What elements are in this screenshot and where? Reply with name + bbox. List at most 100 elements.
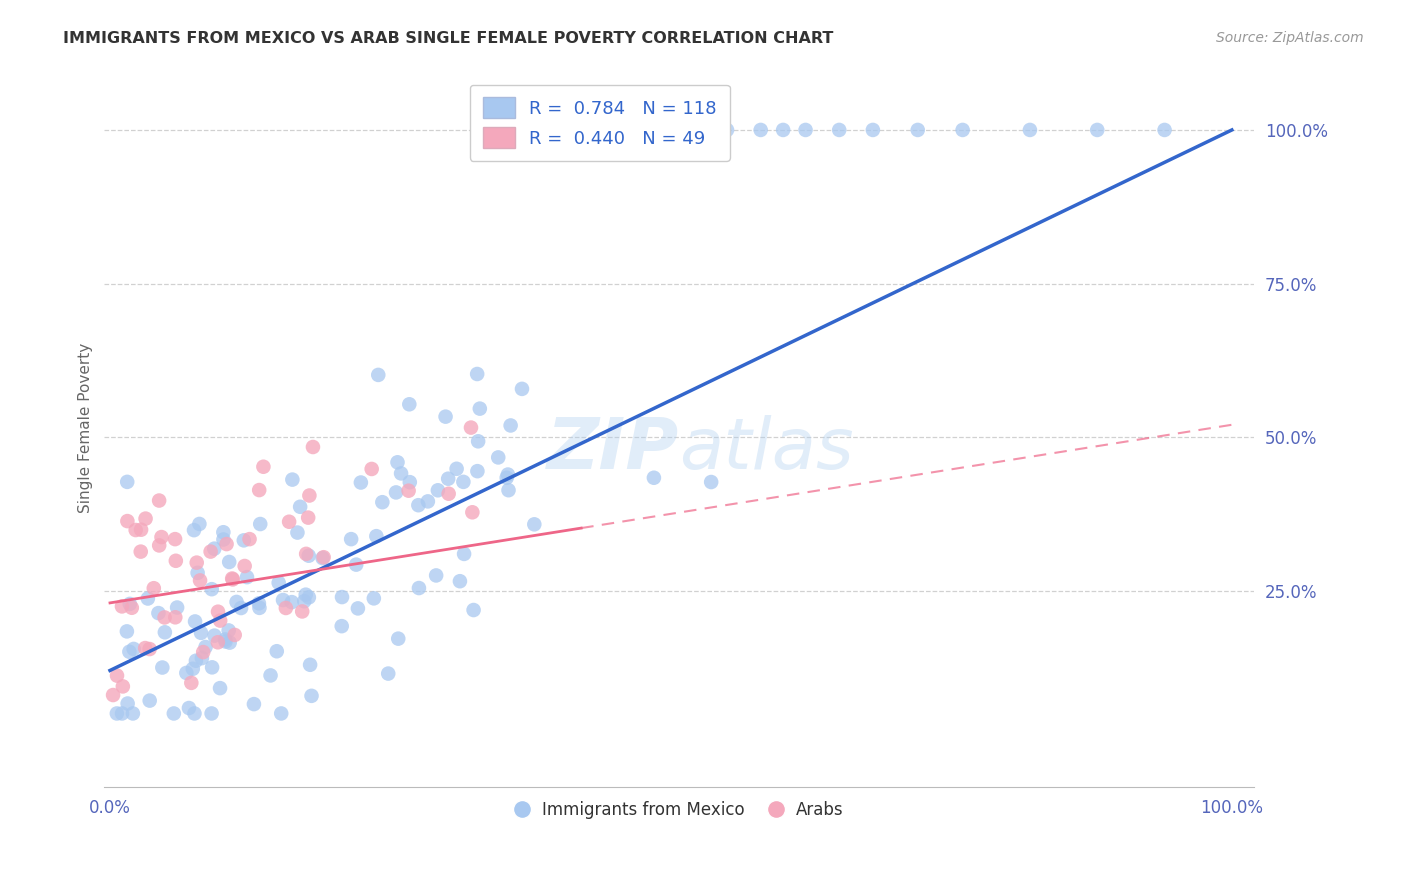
Point	[259, 668, 281, 682]
Point	[221, 572, 243, 586]
Text: ZIP: ZIP	[547, 415, 679, 483]
Point	[377, 666, 399, 681]
Point	[135, 511, 157, 525]
Text: atlas: atlas	[679, 415, 853, 483]
Point	[408, 581, 430, 595]
Point	[165, 554, 187, 568]
Point	[453, 475, 475, 489]
Text: IMMIGRANTS FROM MEXICO VS ARAB SINGLE FEMALE POVERTY CORRELATION CHART: IMMIGRANTS FROM MEXICO VS ARAB SINGLE FE…	[63, 31, 834, 46]
Point	[225, 595, 247, 609]
Point	[249, 516, 271, 531]
Point	[297, 510, 319, 524]
Point	[389, 467, 412, 481]
Point	[111, 599, 134, 614]
Point	[437, 472, 460, 486]
Point	[643, 471, 665, 485]
Point	[176, 665, 198, 680]
Point	[247, 596, 270, 610]
Point	[165, 532, 187, 546]
Point	[214, 632, 236, 647]
Point	[347, 601, 370, 615]
Point	[274, 601, 297, 615]
Point	[291, 604, 314, 618]
Point	[794, 123, 817, 137]
Point	[465, 367, 488, 381]
Point	[148, 538, 170, 552]
Point	[186, 556, 208, 570]
Point	[1085, 123, 1108, 137]
Point	[232, 533, 254, 548]
Point	[222, 573, 245, 587]
Point	[190, 625, 212, 640]
Point	[434, 409, 457, 424]
Point	[201, 660, 224, 674]
Point	[122, 706, 145, 721]
Point	[111, 680, 134, 694]
Point	[142, 581, 165, 595]
Point	[117, 514, 139, 528]
Point	[330, 590, 353, 604]
Point	[499, 418, 522, 433]
Point	[165, 610, 187, 624]
Point	[467, 434, 489, 449]
Point	[907, 123, 929, 137]
Point	[105, 668, 128, 682]
Point	[271, 593, 294, 607]
Point	[270, 706, 292, 721]
Point	[287, 525, 309, 540]
Point	[398, 483, 420, 498]
Point	[468, 401, 491, 416]
Point	[121, 600, 143, 615]
Point	[862, 123, 884, 137]
Point	[498, 483, 520, 498]
Point	[426, 483, 449, 498]
Point	[267, 575, 290, 590]
Point	[122, 642, 145, 657]
Point	[184, 654, 207, 668]
Point	[207, 605, 229, 619]
Point	[295, 547, 318, 561]
Point	[495, 471, 517, 485]
Point	[194, 640, 217, 654]
Point	[371, 495, 394, 509]
Point	[105, 706, 128, 721]
Point	[138, 642, 160, 657]
Point	[449, 574, 471, 589]
Point	[278, 515, 301, 529]
Point	[136, 591, 159, 606]
Point	[188, 516, 211, 531]
Point	[294, 588, 316, 602]
Point	[115, 624, 138, 639]
Point	[238, 532, 260, 546]
Point	[437, 486, 460, 500]
Point	[461, 505, 484, 519]
Point	[200, 544, 222, 558]
Point	[101, 688, 124, 702]
Point	[311, 551, 333, 566]
Point	[828, 123, 851, 137]
Point	[243, 697, 266, 711]
Point	[510, 382, 533, 396]
Point	[387, 455, 409, 469]
Point	[288, 500, 311, 514]
Point	[416, 494, 439, 508]
Point	[193, 645, 215, 659]
Point	[363, 591, 385, 606]
Point	[125, 523, 148, 537]
Point	[292, 594, 315, 608]
Point	[460, 420, 482, 434]
Point	[200, 706, 222, 721]
Point	[398, 397, 420, 411]
Point	[385, 485, 408, 500]
Point	[952, 123, 974, 137]
Point	[387, 632, 409, 646]
Point	[166, 600, 188, 615]
Point	[183, 706, 205, 721]
Point	[215, 537, 238, 551]
Point	[150, 660, 173, 674]
Point	[209, 614, 232, 628]
Point	[281, 473, 304, 487]
Point	[163, 706, 186, 721]
Legend: Immigrants from Mexico, Arabs: Immigrants from Mexico, Arabs	[509, 794, 851, 826]
Point	[214, 634, 236, 648]
